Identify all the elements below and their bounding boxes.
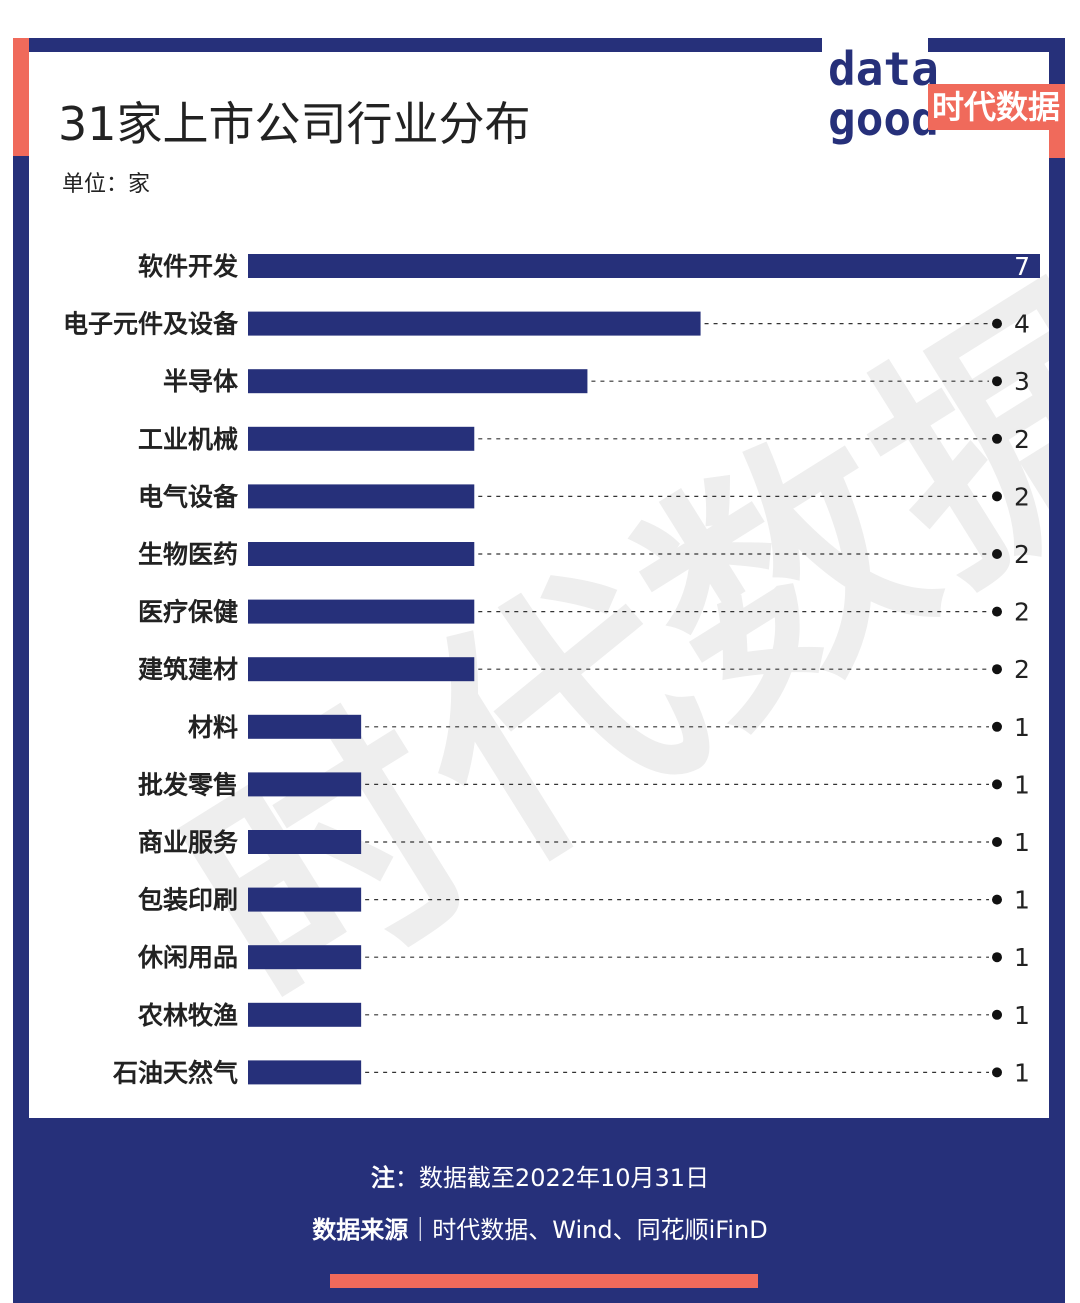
- value-label: 2: [1014, 425, 1030, 454]
- leader-dot: [992, 952, 1002, 963]
- leader-dot: [992, 721, 1002, 732]
- note-label: 注: [370, 1164, 395, 1192]
- bar: [248, 772, 362, 797]
- category-label: 材料: [188, 713, 238, 742]
- value-label: 2: [1014, 598, 1030, 627]
- bar: [248, 311, 701, 336]
- value-label: 1: [1014, 886, 1030, 915]
- value-label: 1: [1014, 1001, 1030, 1030]
- bar: [248, 657, 475, 682]
- category-label: 批发零售: [138, 770, 238, 799]
- bar: [248, 254, 1040, 278]
- source-text: 时代数据、Wind、同花顺iFinD: [432, 1216, 768, 1244]
- bar: [248, 1002, 362, 1027]
- leader-dot: [992, 376, 1002, 387]
- bar: [248, 1060, 362, 1085]
- category-label: 农林牧渔: [137, 1001, 238, 1030]
- leader-dot: [992, 549, 1002, 559]
- category-label: 石油天然气: [112, 1058, 238, 1087]
- bar: [248, 599, 475, 624]
- value-label: 7: [1014, 252, 1030, 281]
- category-label: 工业机械: [138, 425, 238, 454]
- leader-dot: [992, 1009, 1002, 1020]
- chart-title: 31家上市公司行业分布: [58, 97, 531, 151]
- datagood-logo: data good 时代数据: [822, 0, 1064, 156]
- category-label: 电子元件及设备: [63, 310, 239, 339]
- bar: [248, 369, 588, 394]
- value-label: 2: [1014, 540, 1030, 569]
- leader-dot: [992, 664, 1002, 675]
- category-label: 包装印刷: [138, 886, 238, 915]
- logo-word-top: data: [828, 42, 939, 96]
- value-label: 1: [1014, 770, 1030, 799]
- note-text: ：数据截至2022年10月31日: [394, 1164, 710, 1192]
- bar: [248, 484, 475, 509]
- value-label: 1: [1014, 1058, 1030, 1087]
- leader-dot: [992, 1067, 1002, 1078]
- logo-tile: data good: [822, 36, 939, 154]
- value-label: 1: [1014, 943, 1030, 972]
- logo-word-bottom: good: [828, 92, 939, 146]
- bar: [248, 542, 475, 566]
- chart-panel: 时代数据: [29, 52, 1049, 1118]
- coral-accent-bottom: [330, 1274, 758, 1288]
- value-label: 2: [1014, 655, 1030, 684]
- bar: [248, 887, 362, 912]
- leader-dot: [992, 318, 1002, 329]
- value-label: 1: [1014, 828, 1030, 857]
- category-label: 电气设备: [138, 482, 239, 511]
- category-label: 休闲用品: [137, 943, 238, 972]
- bar: [248, 714, 362, 739]
- bar: [248, 426, 475, 451]
- leader-dot: [992, 606, 1002, 617]
- leader-dot: [992, 837, 1002, 847]
- footer-note: 注：数据截至2022年10月31日: [0, 1158, 1080, 1193]
- coral-accent-top: [13, 38, 29, 156]
- category-label: 商业服务: [138, 828, 238, 857]
- category-label: 软件开发: [138, 252, 238, 281]
- leader-dot: [992, 894, 1002, 905]
- category-label: 建筑建材: [138, 655, 238, 684]
- leader-dot: [992, 491, 1002, 502]
- value-label: 2: [1014, 482, 1030, 511]
- logo-cn-badge: 时代数据: [928, 84, 1064, 130]
- bar: [248, 830, 362, 854]
- value-label: 1: [1014, 713, 1030, 742]
- category-label: 半导体: [163, 367, 239, 396]
- leader-dot: [992, 433, 1002, 444]
- category-label: 生物医药: [138, 540, 238, 569]
- category-label: 医疗保健: [138, 598, 238, 627]
- source-label: 数据来源: [312, 1216, 409, 1244]
- leader-dot: [992, 779, 1002, 790]
- value-label: 3: [1014, 367, 1030, 396]
- source-separator: ｜: [408, 1216, 433, 1244]
- value-label: 4: [1014, 310, 1030, 339]
- unit-label: 单位：家: [62, 172, 151, 197]
- bar: [248, 945, 362, 970]
- footer-source: 数据来源｜时代数据、Wind、同花顺iFinD: [0, 1210, 1080, 1245]
